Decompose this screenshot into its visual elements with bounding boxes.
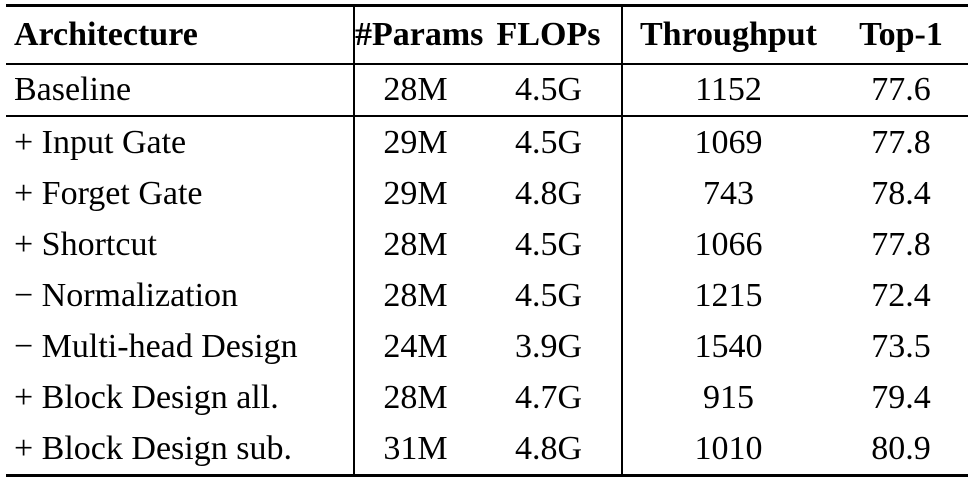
cell-flops: 4.8G	[476, 423, 622, 477]
cell-params: 31M	[354, 423, 476, 477]
cell-architecture: + Shortcut	[6, 219, 355, 270]
cell-params: 24M	[383, 327, 448, 365]
cell-architecture: + Block Design all.	[6, 372, 355, 423]
cell-params: 28M	[383, 225, 448, 263]
cell-flops: 3.9G	[514, 327, 583, 365]
cell-architecture: − Multi-head Design	[6, 321, 355, 372]
cell-flops: 4.8G	[514, 174, 583, 212]
cell-params: 29M	[383, 123, 448, 161]
cell-params: 28M	[354, 64, 476, 117]
cell-params: 29M	[383, 174, 448, 212]
cell-top1: 77.8	[871, 123, 931, 161]
cell-flops: 4.5G	[476, 64, 622, 117]
header-flops: FLOPs	[496, 16, 601, 53]
table-row: − Normalization 28M 4.5G 1215 72.4	[6, 270, 968, 321]
cell-throughput: 915	[621, 372, 834, 423]
cell-top1: 77.6	[834, 64, 968, 117]
table-row: + Block Design all. 28M 4.7G 915 79.4	[6, 372, 968, 423]
cell-throughput: 1540	[621, 321, 834, 372]
cell-architecture: + Input Gate	[6, 116, 355, 168]
cell-throughput: 1066	[621, 219, 834, 270]
table-row: + Block Design sub. 31M 4.8G 1010 80.9	[6, 423, 968, 477]
cell-top1: 72.4	[871, 276, 931, 314]
cell-top1: 79.4	[871, 378, 931, 416]
cell-flops: 4.5G	[514, 123, 583, 161]
header-throughput: Throughput	[621, 5, 834, 64]
cell-top1: 77.8	[871, 225, 931, 263]
cell-throughput: 743	[621, 168, 834, 219]
cell-flops: 4.5G	[514, 225, 583, 263]
cell-flops: 4.7G	[514, 378, 583, 416]
table-body: Baseline 28M 4.5G 1152 77.6 + Input Gate…	[6, 64, 968, 477]
cell-top1: 73.5	[871, 327, 931, 365]
cell-throughput: 1010	[621, 423, 834, 477]
table-header: Architecture #Params FLOPs Throughput To…	[6, 5, 968, 64]
cell-flops: 4.5G	[514, 276, 583, 314]
table-row: + Shortcut 28M 4.5G 1066 77.8	[6, 219, 968, 270]
cell-throughput: 1069	[621, 116, 834, 168]
cell-top1: 78.4	[871, 174, 931, 212]
cell-params: 28M	[383, 378, 448, 416]
header-top1: Top-1	[859, 16, 943, 53]
table-row: + Input Gate 29M 4.5G 1069 77.8	[6, 116, 968, 168]
cell-throughput: 1152	[621, 64, 834, 117]
table-row: + Forget Gate 29M 4.8G 743 78.4	[6, 168, 968, 219]
header-params: #Params	[355, 16, 484, 53]
cell-architecture: + Forget Gate	[6, 168, 355, 219]
table-row-baseline: Baseline 28M 4.5G 1152 77.6	[6, 64, 968, 117]
header-row: Architecture #Params FLOPs Throughput To…	[6, 5, 968, 64]
header-architecture: Architecture	[6, 5, 355, 64]
cell-throughput: 1215	[621, 270, 834, 321]
ablation-table: Architecture #Params FLOPs Throughput To…	[6, 4, 968, 477]
cell-architecture: Baseline	[6, 64, 355, 117]
cell-params: 28M	[383, 276, 448, 314]
table-row: − Multi-head Design 24M 3.9G 1540 73.5	[6, 321, 968, 372]
cell-architecture: + Block Design sub.	[6, 423, 355, 477]
cell-architecture: − Normalization	[6, 270, 355, 321]
cell-top1: 80.9	[834, 423, 968, 477]
